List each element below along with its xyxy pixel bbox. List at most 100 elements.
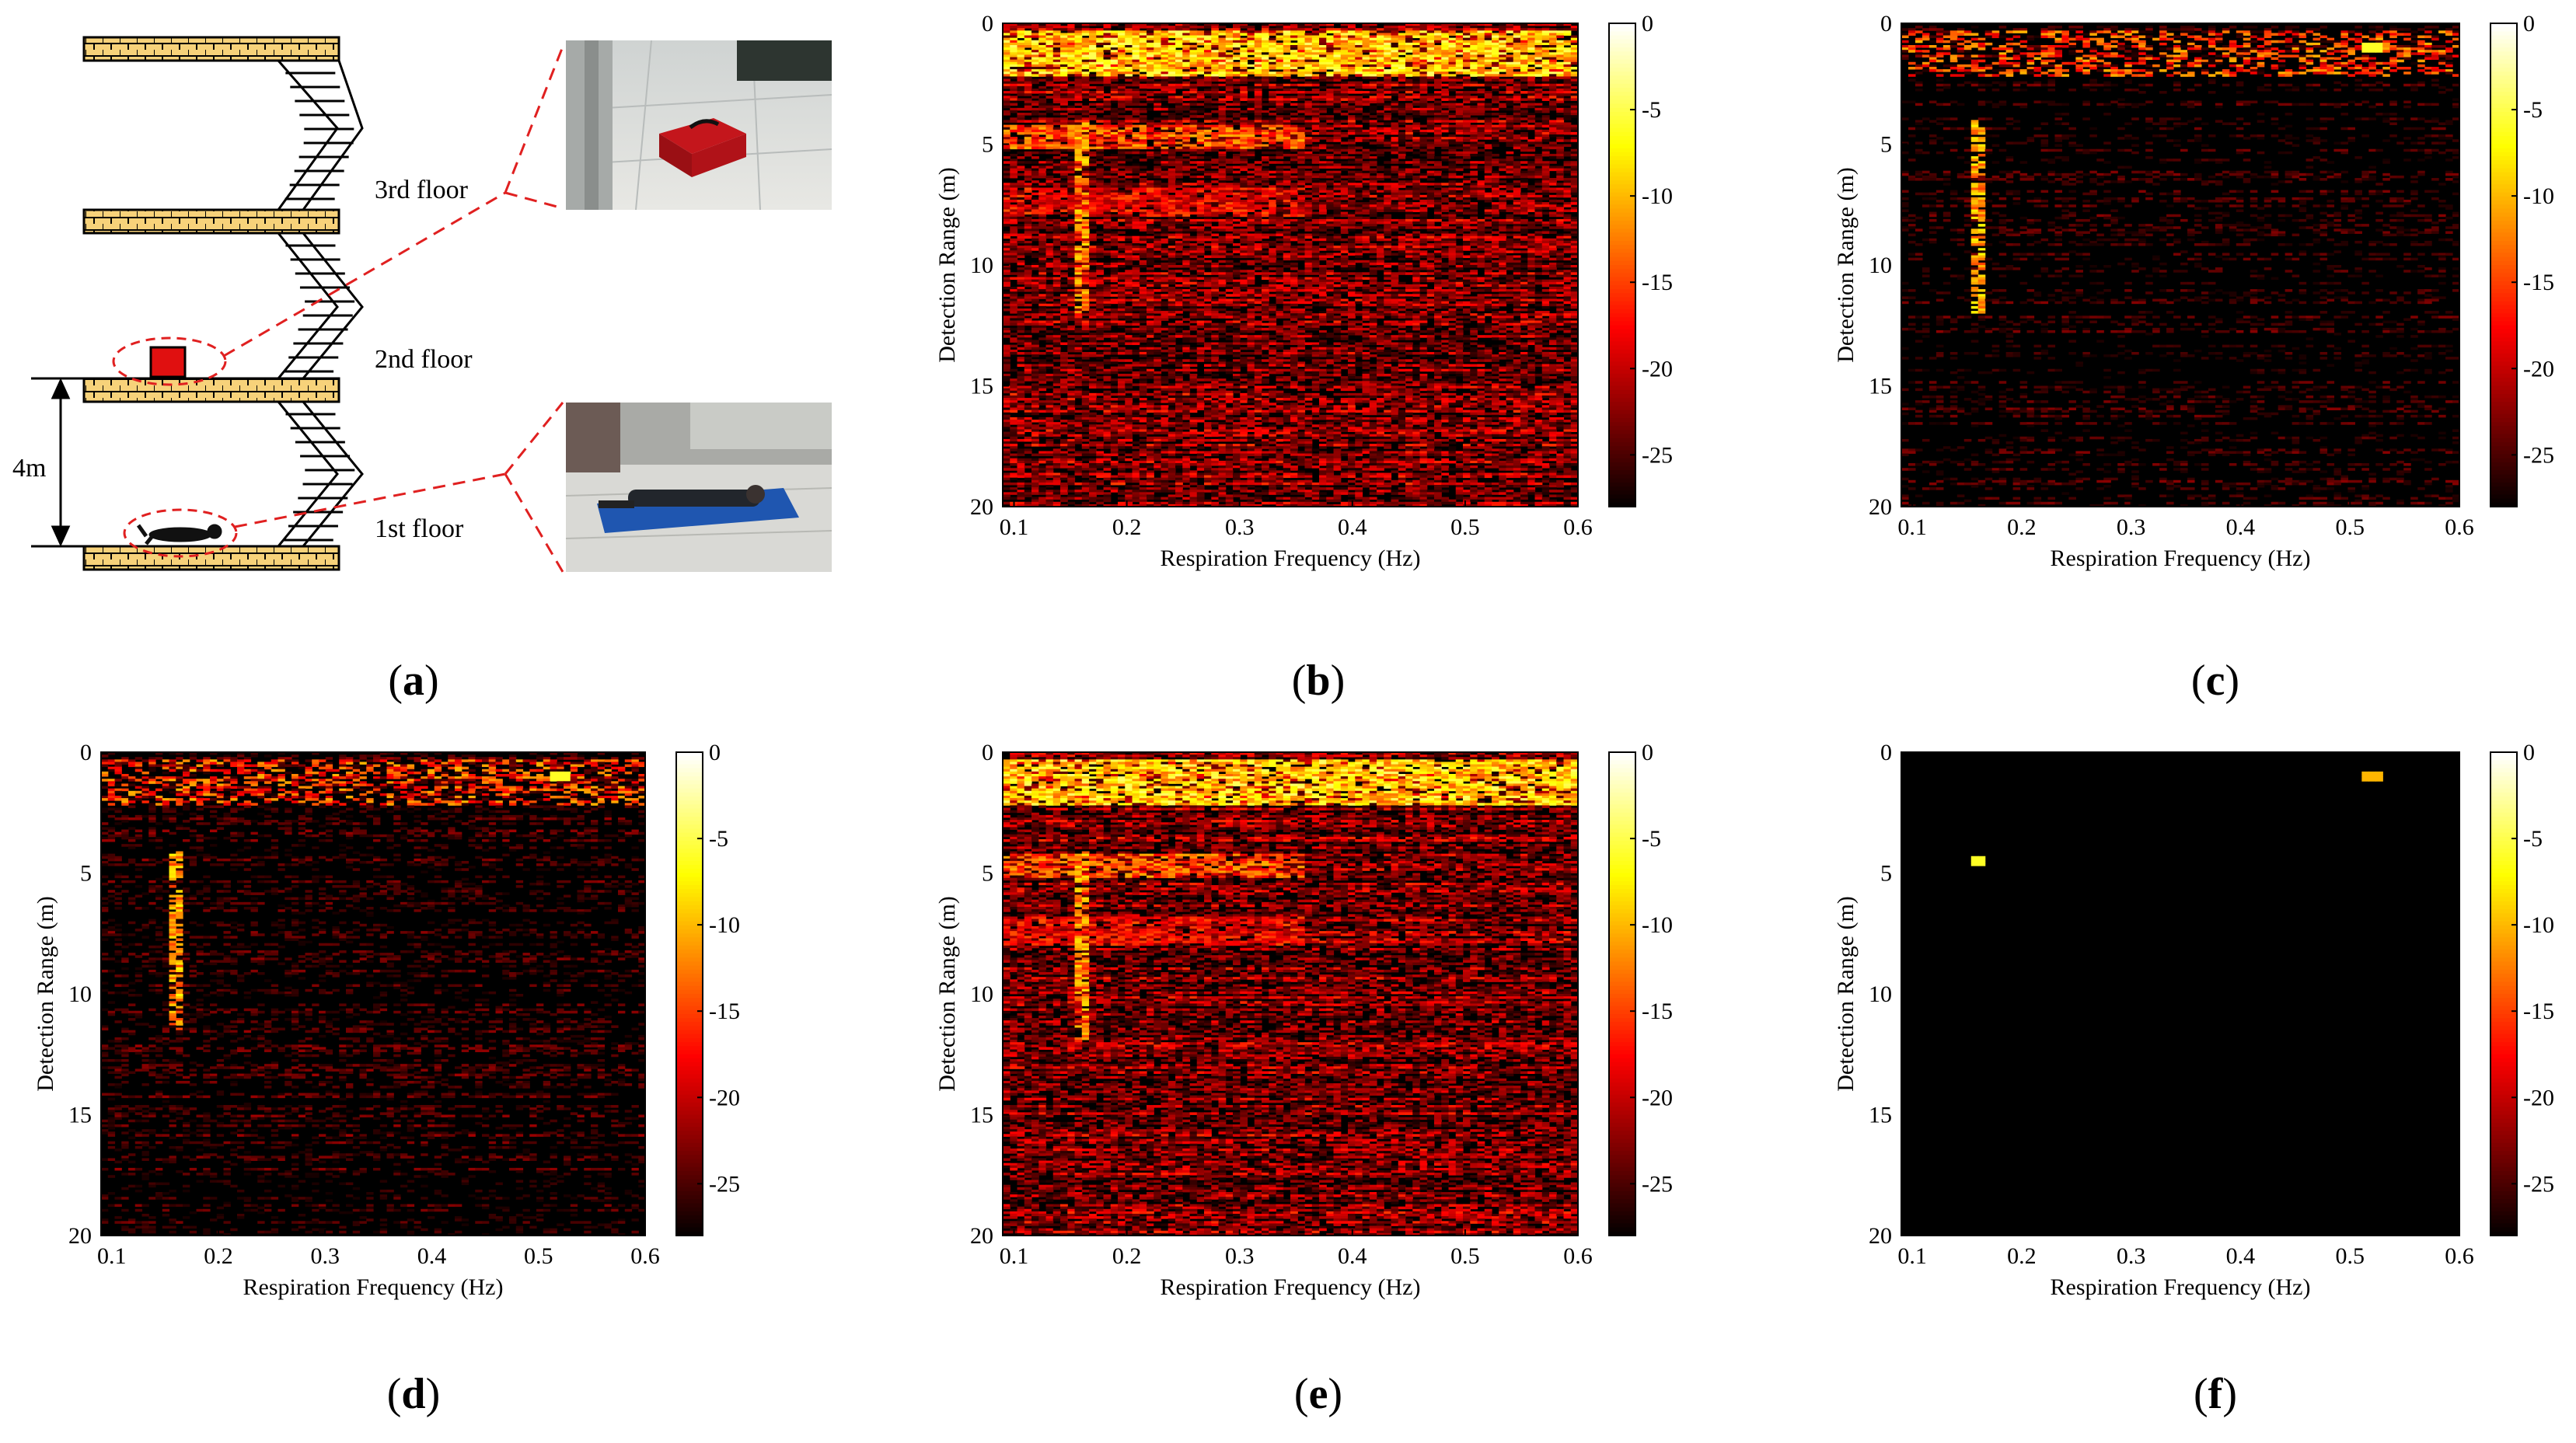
colorbar: 0 -5 -10 -15 -20 -25 (1608, 744, 1673, 1236)
floor-label-3rd: 3rd floor (375, 176, 468, 205)
x-tick-label: 0.3 (310, 1243, 340, 1269)
y-tick-label: 5 (1880, 861, 1892, 887)
colorbar-tick-label: -5 (1642, 97, 1661, 123)
height-dimension (31, 377, 84, 548)
colorbar-tick-label: -25 (2523, 442, 2554, 468)
person-icon (136, 524, 222, 545)
colorbar-tick-label: -25 (709, 1171, 740, 1197)
person-highlight (123, 508, 238, 558)
colorbar-tick-label: -25 (2523, 1171, 2554, 1197)
height-label: 4m (12, 454, 46, 483)
slab-1st-floor (82, 545, 340, 571)
x-tick-label: 0.1 (1000, 1243, 1029, 1269)
projection-lines (223, 46, 564, 573)
colorbar: 0 -5 -10 -15 -20 -25 (1608, 16, 1673, 507)
x-tick-label: 0.5 (1450, 1243, 1480, 1269)
x-tick-label: 0.3 (1225, 1243, 1255, 1269)
colorbar-tick-label: -15 (2523, 999, 2554, 1024)
colorbar-tick-label: -10 (1642, 183, 1673, 209)
photo-target-box (566, 40, 832, 210)
heatmap-c: 0.1 0.2 0.3 0.4 0.5 0.6 0 5 10 15 20 Respiration Fr… (1833, 16, 2554, 571)
y-tick-label: 10 (1869, 253, 1892, 278)
y-tick-label: 10 (1869, 981, 1892, 1007)
staircase (275, 59, 364, 548)
colorbar-tick-label: -20 (709, 1085, 740, 1110)
panel-label-c: (c) (2138, 656, 2293, 706)
y-tick-label: 15 (1869, 1103, 1892, 1128)
panel-label-e: (e) (1241, 1369, 1396, 1419)
x-tick-label: 0.4 (417, 1243, 447, 1269)
x-tick-label: 0.3 (2117, 1243, 2146, 1269)
x-axis-label: Respiration Frequency (Hz) (1161, 1274, 1421, 1300)
colorbar-tick-label: 0 (1642, 744, 1653, 765)
y-tick-label: 10 (970, 253, 993, 278)
colorbar-tick-label: -20 (2523, 356, 2554, 382)
photo-person (566, 403, 832, 572)
colorbar-tick-label: -25 (1642, 1171, 1673, 1197)
y-tick-label: 15 (68, 1103, 92, 1128)
x-tick-label: 0.4 (2226, 1243, 2256, 1269)
slab-2nd-floor (82, 377, 340, 403)
x-tick-label: 0.3 (1225, 514, 1255, 540)
floor-label-2nd: 2nd floor (375, 345, 473, 375)
x-tick-label: 0.2 (1112, 514, 1142, 540)
y-axis-label: Detection Range (m) (934, 167, 960, 363)
y-tick-label: 5 (1880, 132, 1892, 158)
y-tick-label: 20 (970, 1223, 993, 1249)
heatmap-cells (1003, 752, 1579, 1236)
x-axis-label: Respiration Frequency (Hz) (1161, 545, 1421, 571)
x-tick-label: 0.4 (2226, 514, 2256, 540)
y-axis-label: Detection Range (m) (1833, 167, 1859, 363)
target-box (149, 346, 187, 378)
panel-label-d: (d) (336, 1369, 491, 1419)
x-tick-label: 0.2 (2007, 1243, 2037, 1269)
colorbar-tick-label: -15 (1642, 999, 1673, 1024)
y-axis-label: Detection Range (m) (1833, 896, 1859, 1092)
x-axis-label: Respiration Frequency (Hz) (243, 1274, 504, 1300)
x-tick-label: 0.1 (1897, 514, 1927, 540)
x-tick-label: 0.6 (630, 1243, 660, 1269)
colorbar-tick-label: -5 (1642, 826, 1661, 852)
x-tick-label: 0.2 (204, 1243, 233, 1269)
slab-top (82, 36, 340, 62)
x-tick-label: 0.5 (2335, 514, 2365, 540)
y-tick-label: 15 (970, 374, 993, 399)
heatmap-f: 0.1 0.2 0.3 0.4 0.5 0.6 0 5 10 15 20 Respiration Fr… (1833, 744, 2554, 1300)
y-tick-label: 10 (970, 981, 993, 1007)
colorbar-tick-label: -5 (2523, 97, 2543, 123)
x-tick-label: 0.1 (97, 1243, 127, 1269)
y-tick-label: 0 (1880, 16, 1892, 37)
y-tick-label: 20 (1869, 494, 1892, 520)
panel-label-f: (f) (2138, 1369, 2293, 1419)
heatmap-cells (1003, 23, 1579, 507)
y-tick-label: 0 (982, 744, 993, 765)
colorbar-tick-label: -20 (1642, 356, 1673, 382)
colorbar-tick-label: -15 (2523, 270, 2554, 295)
colorbar-tick-label: -20 (1642, 1085, 1673, 1110)
colorbar-tick-label: 0 (1642, 16, 1653, 37)
y-tick-label: 20 (68, 1223, 92, 1249)
colorbar-tick-label: 0 (2523, 16, 2535, 37)
y-axis-label: Detection Range (m) (33, 896, 58, 1092)
colorbar-tick-label: -15 (1642, 270, 1673, 295)
colorbar: 0 -5 -10 -15 -20 -25 (2490, 16, 2554, 507)
floor-label-1st: 1st floor (375, 514, 463, 544)
x-tick-label: 0.6 (1563, 1243, 1593, 1269)
colorbar-tick-label: -5 (709, 826, 728, 852)
x-tick-label: 0.3 (2117, 514, 2146, 540)
y-tick-label: 15 (1869, 374, 1892, 399)
x-tick-label: 0.5 (2335, 1243, 2365, 1269)
colorbar-tick-label: -10 (2523, 912, 2554, 938)
y-tick-label: 5 (80, 861, 92, 887)
colorbar-tick-label: 0 (2523, 744, 2535, 765)
colorbar-tick-label: -10 (709, 912, 740, 938)
heatmap-b: 0.1 0.2 0.3 0.4 0.5 0.6 0 5 10 15 20 Respiration Fr… (934, 16, 1673, 571)
colorbar-tick-label: -20 (2523, 1085, 2554, 1110)
y-axis-label: Detection Range (m) (934, 896, 960, 1092)
x-tick-label: 0.6 (1563, 514, 1593, 540)
heatmap-d: 0.1 0.2 0.3 0.4 0.5 0.6 0 5 10 15 20 Respiration Fr… (33, 744, 740, 1300)
x-tick-label: 0.1 (1897, 1243, 1927, 1269)
heatmap-cells (1901, 752, 2459, 1236)
heatmap-e: 0.1 0.2 0.3 0.4 0.5 0.6 0 5 10 15 20 Respiration Fr… (934, 744, 1673, 1300)
y-tick-label: 0 (1880, 744, 1892, 765)
